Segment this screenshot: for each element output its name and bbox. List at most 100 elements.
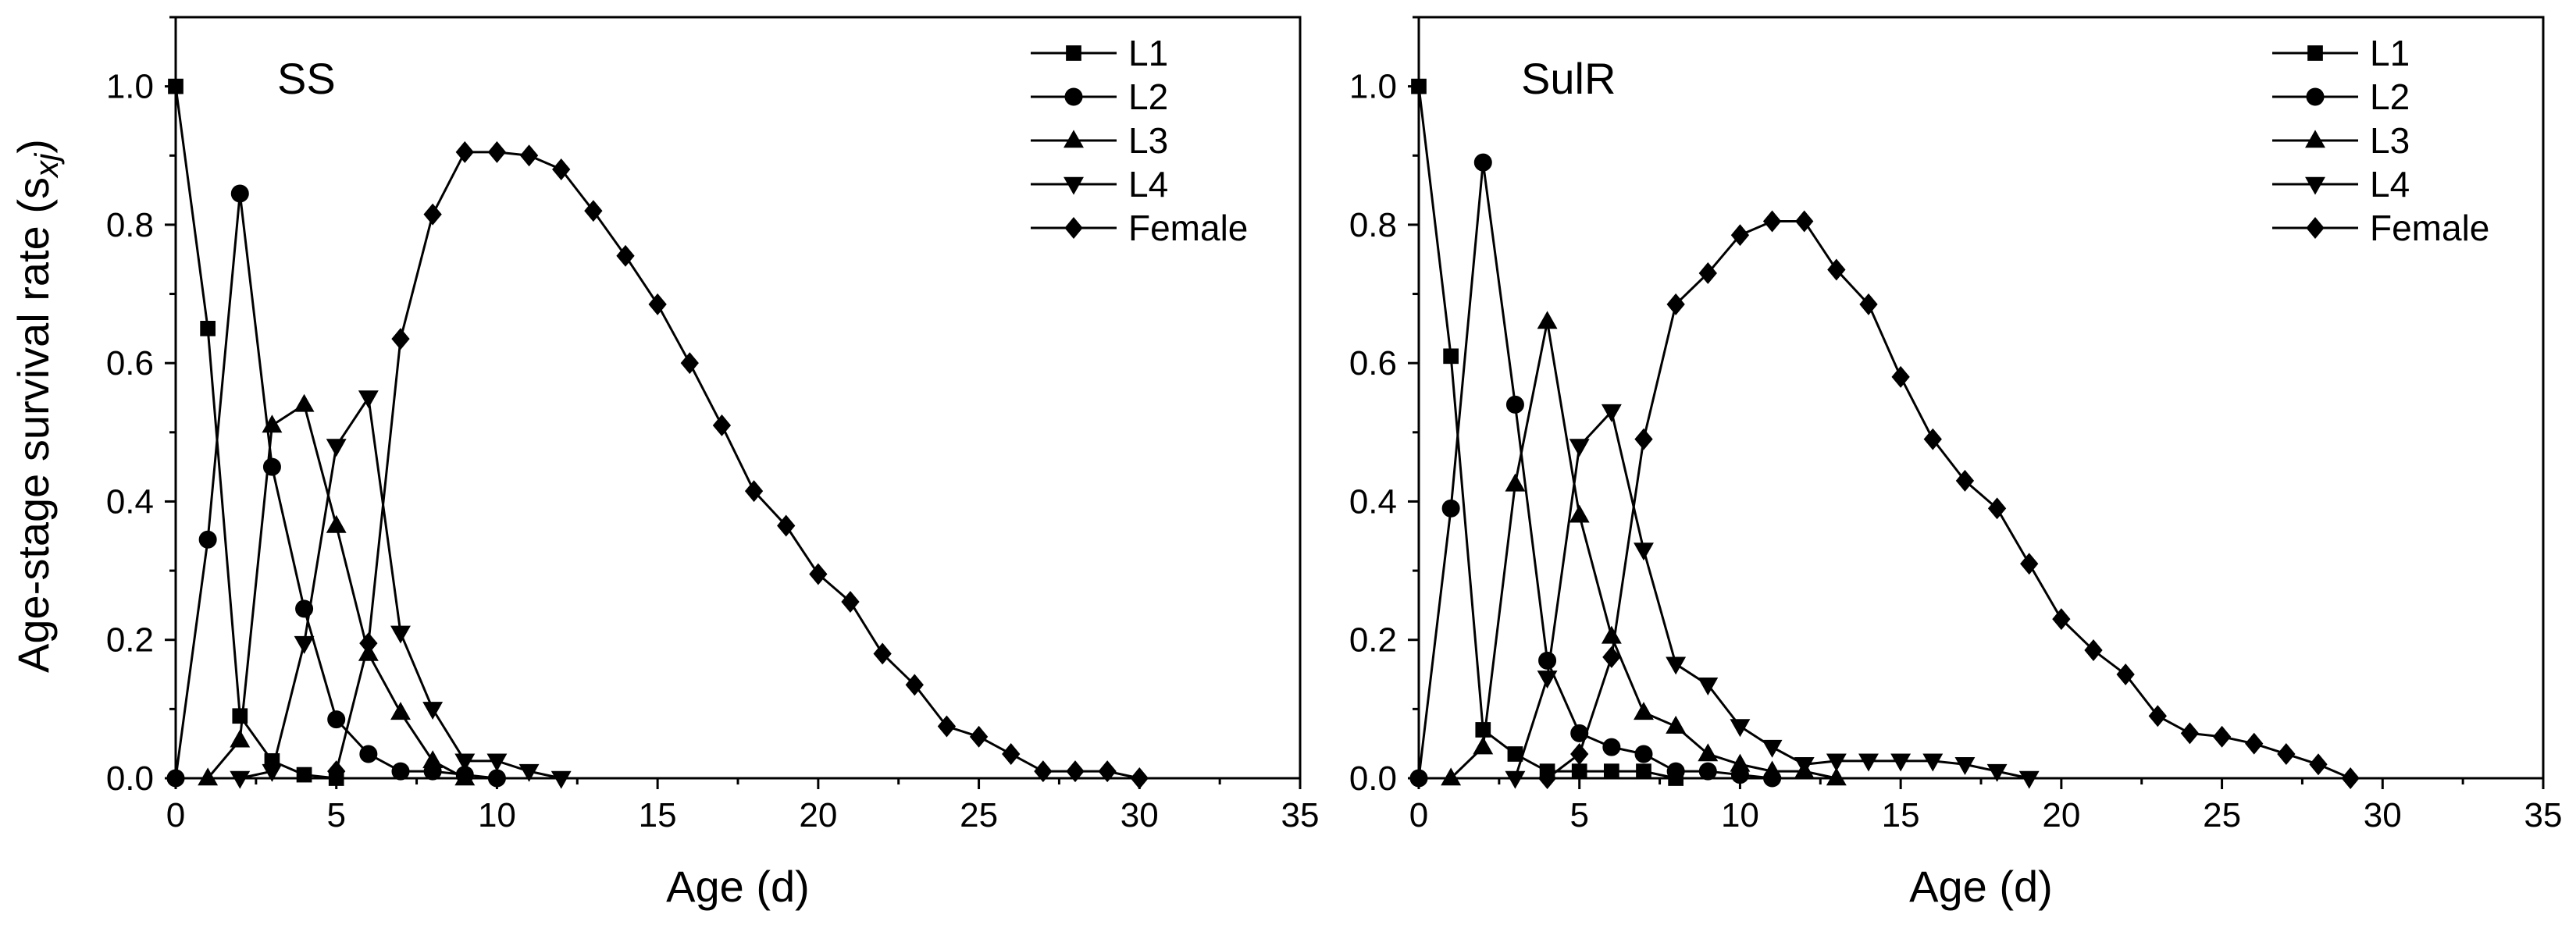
data-point-female: [841, 590, 860, 613]
data-point-female: [873, 642, 892, 665]
x-tick-label: 10: [1721, 796, 1759, 834]
y-axis-title-close: ): [9, 139, 58, 154]
y-axis-title-subscript: xj: [28, 152, 65, 179]
legend-marker-l2: [2306, 87, 2325, 106]
data-point-female: [359, 632, 378, 655]
data-point-l1: [1604, 763, 1619, 779]
data-point-female: [519, 144, 539, 167]
data-point-female: [905, 674, 924, 696]
data-point-female: [1859, 293, 1878, 315]
data-point-l2: [1409, 769, 1428, 788]
data-point-l2: [1538, 651, 1557, 670]
data-point-l4: [1826, 753, 1847, 772]
data-point-l1: [1571, 763, 1587, 779]
x-tick-label: 35: [2524, 796, 2563, 834]
data-point-l3: [422, 750, 444, 769]
legend-label-l2: L2: [1128, 76, 1168, 117]
data-point-l4: [518, 763, 540, 782]
series-line-l2: [174, 193, 497, 780]
data-point-female: [1698, 261, 1717, 284]
data-point-female: [1730, 224, 1750, 247]
x-tick-label: 35: [1281, 796, 1320, 834]
data-point-l2: [487, 769, 506, 788]
data-point-l4: [454, 753, 476, 772]
panel-ss: 0 5 10 15 20 25 30 35 0.0 0.2 0.4 0.6 0.8 1.0 L1L2L3…: [9, 16, 1320, 911]
data-point-female: [1955, 469, 1975, 492]
data-point-l4: [1730, 719, 1751, 738]
x-tick-label: 20: [2042, 796, 2080, 834]
series-layer: [1409, 78, 2360, 789]
data-point-l4: [1858, 753, 1879, 772]
data-point-l1: [200, 321, 216, 336]
data-point-l3: [454, 767, 476, 786]
data-point-female: [1987, 497, 2007, 520]
x-axis-title: Age (d): [666, 862, 810, 911]
data-point-l4: [1922, 753, 1944, 772]
data-point-l4: [1986, 763, 2008, 782]
data-point-l3: [1537, 311, 1558, 329]
data-point-female: [584, 200, 603, 222]
y-axis-title-main: Age-stage survival rate (s: [9, 177, 58, 673]
y-tick-label: 0.2: [106, 621, 154, 660]
data-point-female: [2116, 663, 2135, 686]
data-point-l2: [327, 710, 346, 729]
legend-marker-l4: [1064, 176, 1084, 195]
y-tick-label: 0.0: [1349, 759, 1397, 798]
y-tick-label: 0.2: [1349, 621, 1397, 660]
data-point-female: [1602, 646, 1621, 668]
y-tick-label: 0.4: [106, 482, 154, 521]
data-point-l3: [1698, 743, 1719, 762]
series-line-l2: [1417, 162, 1773, 780]
data-point-l3: [1441, 767, 1462, 786]
data-point-female: [2148, 705, 2167, 727]
legend-marker-l2: [1064, 87, 1083, 106]
data-point-female: [1066, 760, 1085, 783]
data-point-l4: [1698, 678, 1719, 696]
data-point-female: [2341, 767, 2360, 789]
data-point-l1: [296, 767, 312, 783]
data-point-female: [809, 563, 828, 585]
y-tick-label: 1.0: [106, 68, 154, 106]
panel-sulr: 0 5 10 15 20 25 30 35 0.0 0.2 0.4 0.6 0.8 1.0 L1L2L3…: [1349, 16, 2563, 911]
series-layer: [166, 78, 1149, 789]
data-point-l4: [358, 390, 379, 409]
data-point-l4: [1954, 756, 1976, 775]
data-point-l4: [1634, 542, 1654, 561]
series-line-female: [335, 151, 1140, 780]
data-point-l2: [359, 745, 378, 763]
data-point-l4: [1601, 404, 1622, 422]
data-point-female: [2277, 742, 2296, 765]
data-point-l1: [1411, 78, 1427, 94]
data-point-l4: [550, 770, 572, 789]
y-tick-label: 0.6: [1349, 344, 1397, 382]
data-point-l3: [1730, 753, 1751, 772]
data-point-l3: [1826, 767, 1847, 786]
data-point-female: [1130, 767, 1149, 789]
legend-label-female: Female: [1128, 208, 1248, 248]
data-point-l1: [232, 708, 248, 724]
data-point-l4: [1569, 439, 1590, 457]
data-point-l2: [230, 184, 249, 203]
y-axis-title: Age-stage survival rate (sxj): [9, 139, 65, 673]
data-point-female: [2020, 553, 2039, 575]
data-point-l4: [1794, 756, 1815, 775]
data-point-female: [1923, 428, 1942, 450]
data-point-female: [2212, 725, 2232, 748]
x-axis-ticks: 0 5 10 15 20 25 30 35: [1409, 778, 2563, 834]
panel-title: SS: [277, 54, 336, 103]
data-point-l4: [486, 753, 508, 772]
x-tick-label: 25: [960, 796, 998, 834]
legend-marker-female: [2306, 217, 2325, 239]
data-point-l3: [1569, 504, 1590, 523]
data-point-l4: [1666, 656, 1687, 675]
data-point-female: [2245, 732, 2264, 755]
series-line-l4: [1514, 409, 2030, 780]
y-tick-label: 0.6: [106, 344, 154, 382]
data-point-l1: [1443, 348, 1459, 365]
legend-label-l4: L4: [1128, 164, 1168, 205]
data-point-l4: [1762, 739, 1783, 758]
data-point-l3: [294, 393, 315, 412]
data-point-l3: [390, 702, 411, 720]
